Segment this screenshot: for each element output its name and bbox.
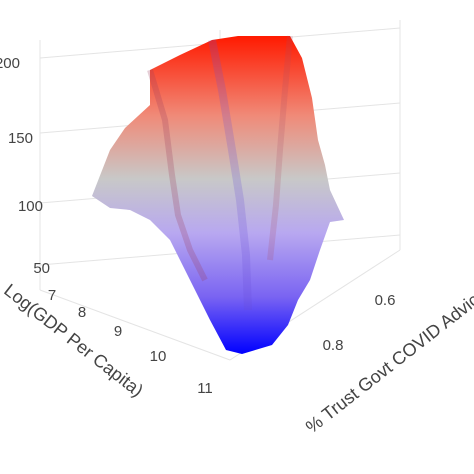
surface xyxy=(92,35,344,354)
x-axis: 7 8 9 10 11 Log(GDP Per Capita) xyxy=(0,280,213,401)
z-tick-150: 150 xyxy=(8,130,33,147)
surface-ridge-left xyxy=(147,69,208,282)
grid-floor-1 xyxy=(39,289,231,361)
surface-ridge-right xyxy=(267,35,293,261)
y-tick-0-6: 0.6 xyxy=(375,292,396,309)
y-tick-0-8: 0.8 xyxy=(323,337,344,354)
x-tick-11: 11 xyxy=(197,380,213,397)
x-tick-8: 8 xyxy=(78,304,86,321)
y-axis: 0.6 0.8 % Trust Govt COVID Advice xyxy=(302,283,474,437)
x-tick-7: 7 xyxy=(48,287,56,304)
x-axis-title: Log(GDP Per Capita) xyxy=(0,280,147,401)
surface-ridge-mid xyxy=(208,39,252,311)
z-tick-100: 100 xyxy=(18,198,43,215)
z-tick-50: 50 xyxy=(33,260,50,277)
x-tick-10: 10 xyxy=(150,348,167,365)
z-axis: 200 150 100 50 xyxy=(0,55,50,277)
x-tick-9: 9 xyxy=(114,323,122,340)
surface-body xyxy=(92,36,344,354)
z-tick-200: 200 xyxy=(0,55,20,72)
